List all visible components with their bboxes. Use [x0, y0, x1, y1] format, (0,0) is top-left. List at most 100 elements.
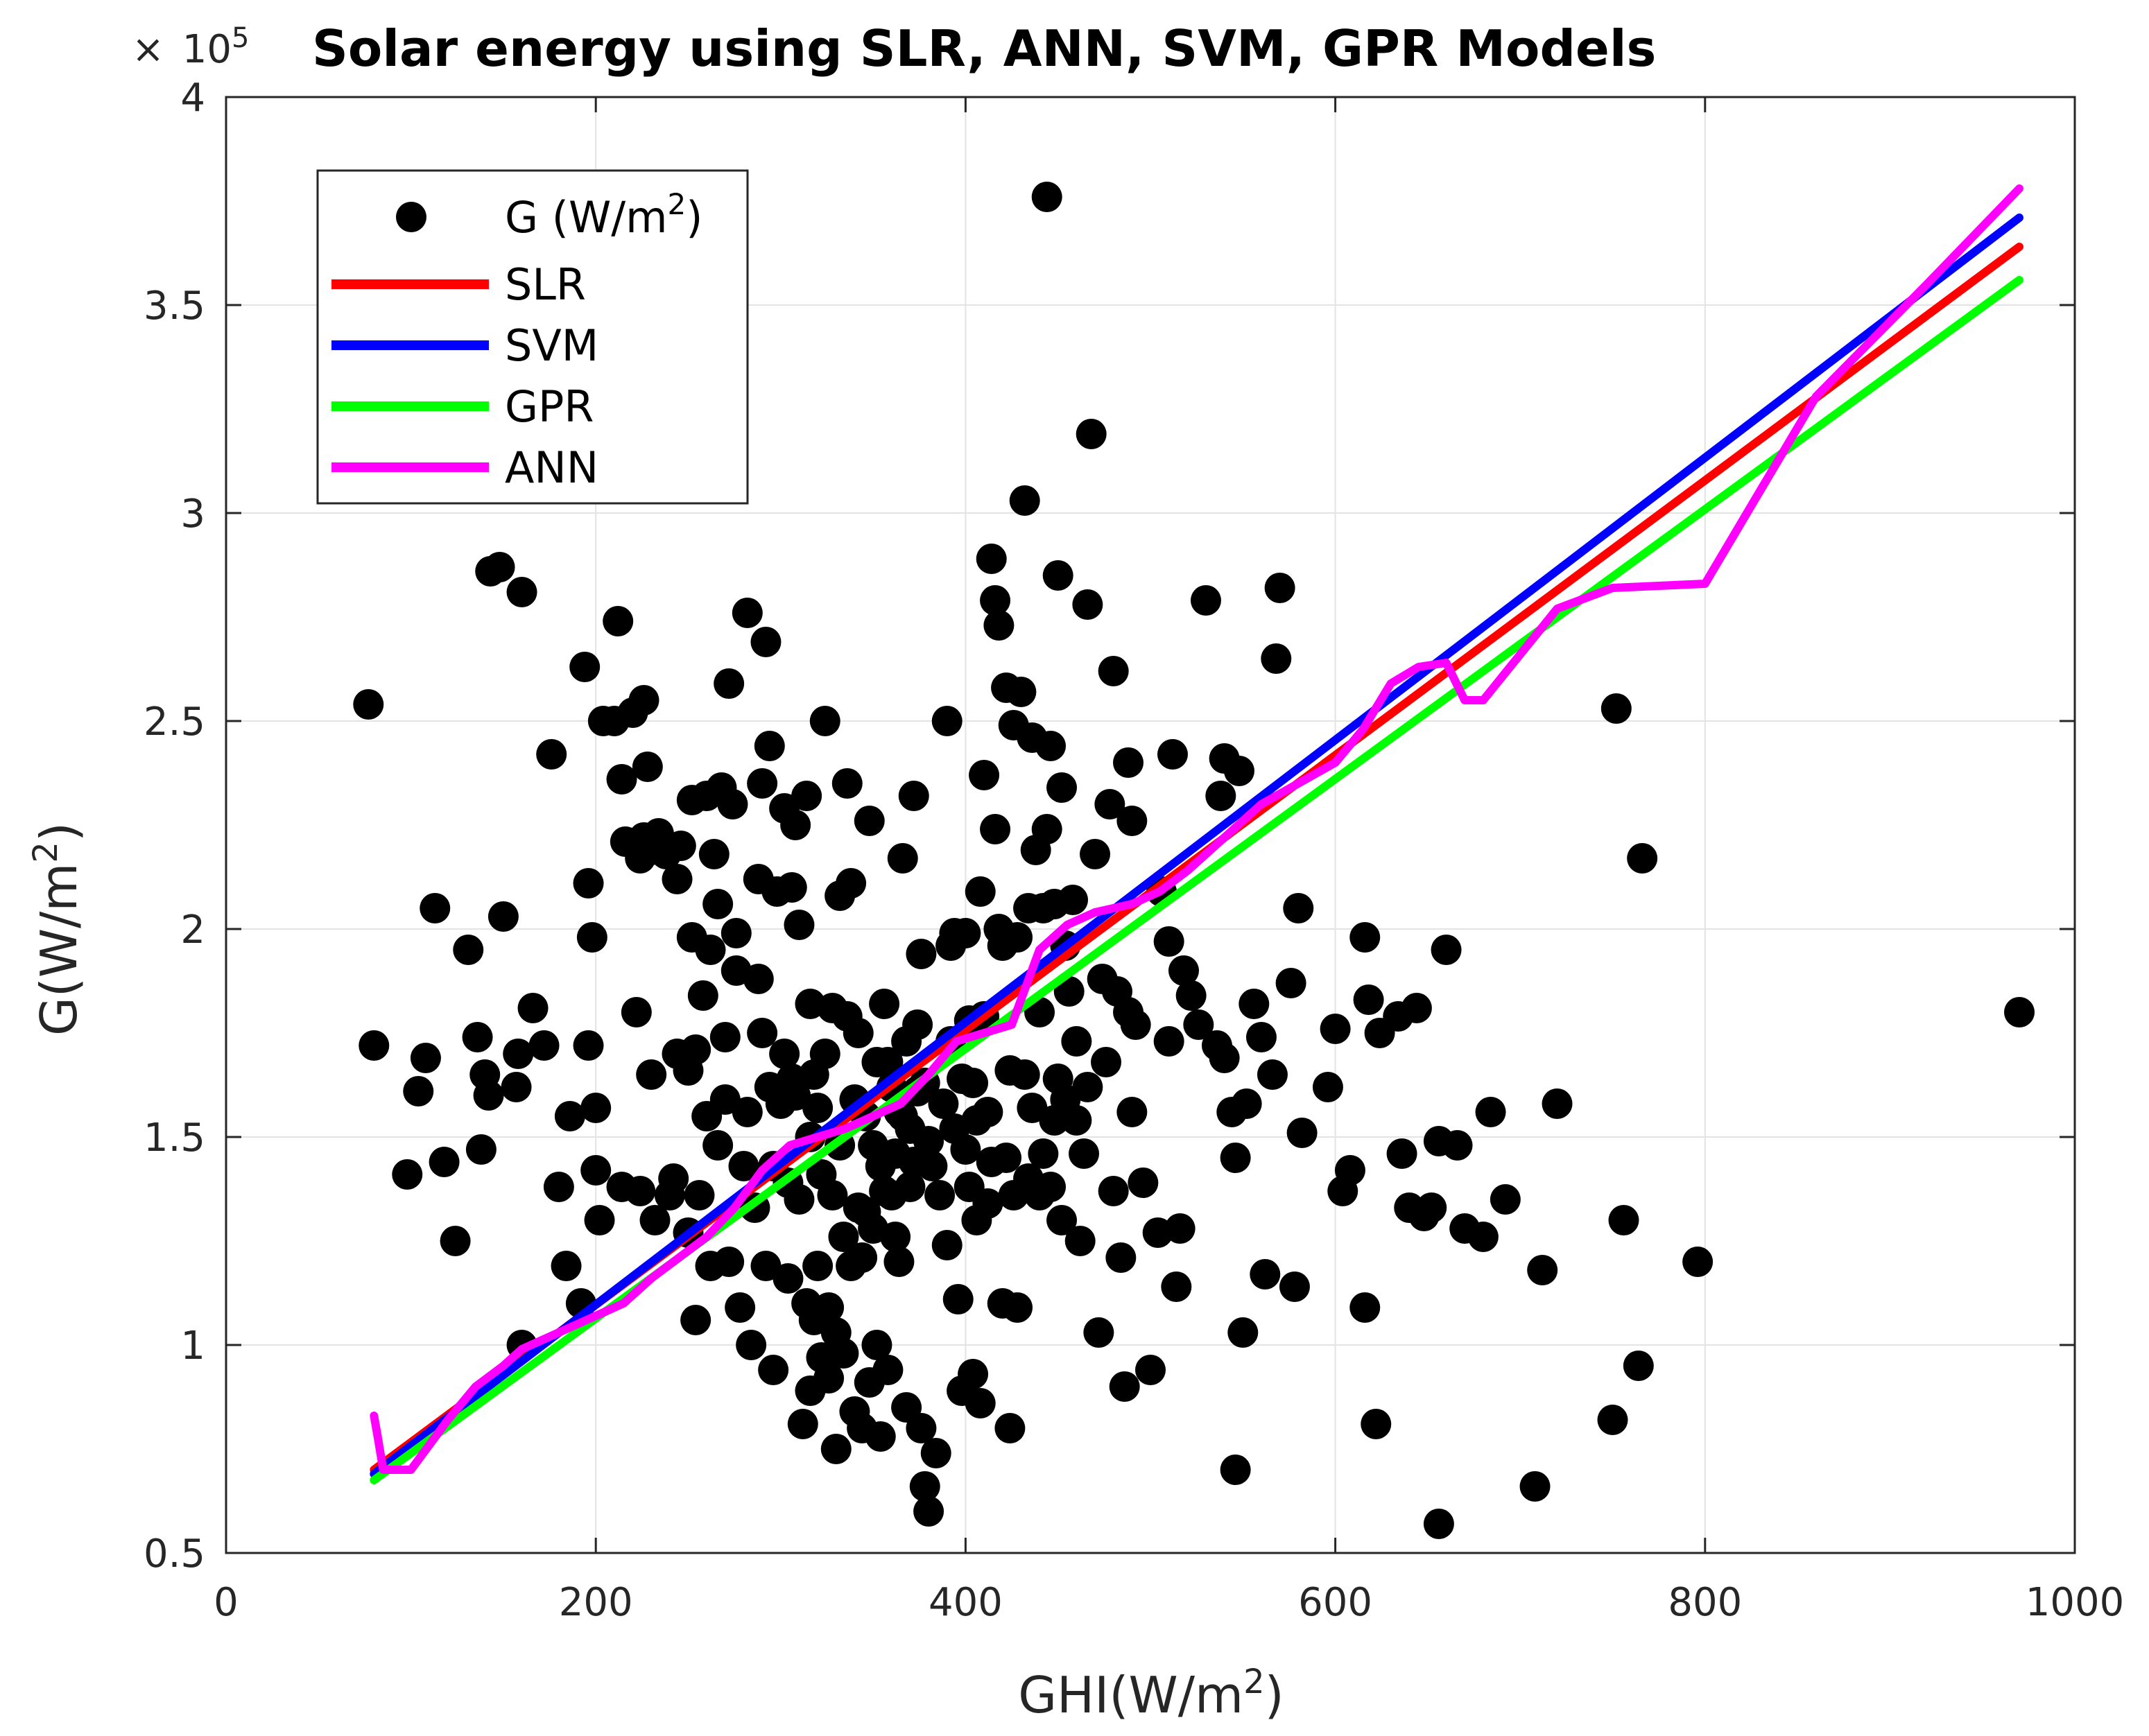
scatter-point	[2004, 997, 2035, 1027]
scatter-point	[732, 1097, 763, 1127]
scatter-point	[420, 893, 451, 923]
scatter-point	[636, 1059, 667, 1090]
scatter-point	[580, 1093, 612, 1123]
scatter-point	[965, 1388, 996, 1418]
scatter-point	[828, 1338, 859, 1369]
scatter-point	[1257, 1059, 1288, 1090]
scatter-point	[1423, 1509, 1454, 1539]
scatter-point	[695, 935, 726, 965]
x-tick-label: 200	[559, 1580, 633, 1625]
y-tick-label: 2.5	[144, 700, 205, 745]
y-tick-label: 3.5	[144, 284, 205, 329]
scatter-point	[658, 1163, 689, 1194]
scatter-point	[1416, 1192, 1447, 1223]
y-tick-label: 1.5	[144, 1116, 205, 1161]
y-tick-label: 3	[180, 492, 205, 537]
scatter-point	[1153, 926, 1184, 957]
scatter-point	[1190, 585, 1221, 616]
scatter-point	[1031, 814, 1062, 844]
scatter-point	[773, 1263, 804, 1294]
scatter-point	[1175, 980, 1207, 1011]
scatter-point	[1028, 1138, 1059, 1169]
scatter-point	[1349, 1292, 1381, 1323]
scatter-point	[517, 993, 549, 1023]
scatter-point	[720, 918, 752, 948]
scatter-point	[787, 1409, 818, 1439]
series-line-ann	[370, 184, 2023, 1474]
scatter-point	[625, 1176, 656, 1206]
scatter-point	[931, 706, 963, 736]
scatter-point	[776, 872, 807, 903]
scatter-point	[580, 1155, 612, 1186]
scatter-point	[747, 768, 778, 799]
scatter-point	[880, 1222, 911, 1252]
scatter-point	[1046, 772, 1078, 803]
scatter-point	[603, 606, 634, 636]
scatter-point	[1069, 1138, 1100, 1169]
scatter-point	[1072, 589, 1103, 620]
scatter-point	[709, 1084, 741, 1115]
scatter-point	[1161, 1271, 1192, 1302]
scatter-point	[980, 585, 1011, 616]
scatter-point	[1031, 182, 1062, 212]
scatter-point	[1205, 781, 1236, 811]
scatter-point	[972, 1188, 1003, 1219]
scatter-point	[501, 1072, 532, 1102]
scatter-point	[554, 1101, 585, 1131]
scatter-point	[1061, 1026, 1092, 1057]
scatter-point	[1083, 1317, 1114, 1348]
scatter-point	[1076, 419, 1107, 449]
scatter-point	[1009, 485, 1040, 516]
scatter-point	[1128, 1168, 1159, 1198]
scatter-point	[1320, 1014, 1351, 1044]
scatter-point	[802, 1093, 834, 1123]
scatter-point	[769, 1039, 800, 1069]
scatter-point	[813, 1292, 845, 1323]
scatter-point	[1072, 1072, 1103, 1102]
legend-label-g: G (W/m2)	[505, 187, 702, 243]
scatter-point	[1261, 643, 1292, 674]
scatter-point	[632, 752, 663, 782]
scatter-point	[665, 831, 696, 861]
scatter-point	[1623, 1351, 1654, 1381]
scatter-point	[1168, 955, 1199, 986]
x-tick-label: 1000	[2026, 1580, 2125, 1625]
scatter-point	[403, 1076, 434, 1106]
scatter-point	[714, 668, 745, 699]
scatter-point	[958, 1359, 989, 1389]
scatter-point	[887, 843, 918, 874]
legend: G (W/m2) SLR SVM GPR ANN	[316, 169, 749, 505]
legend-label-slr: SLR	[505, 259, 586, 310]
model-lines	[370, 184, 2023, 1484]
scatter-point	[1113, 747, 1144, 778]
scatter-point	[1286, 1118, 1318, 1148]
scatter-point	[680, 1305, 711, 1335]
scatter-point	[410, 1043, 441, 1073]
legend-marker-g	[396, 202, 426, 232]
y-tick-label: 0.5	[144, 1531, 205, 1577]
scatter-point	[1361, 1409, 1392, 1439]
y-tick-label: 2	[180, 908, 205, 953]
scatter-point	[1002, 1292, 1033, 1323]
scatter-point	[1312, 1072, 1343, 1102]
scatter-point	[754, 731, 785, 761]
y-tick-label: 4	[180, 76, 205, 121]
scatter-point	[994, 1413, 1026, 1443]
y-axis-label: G(W/m2)	[26, 822, 88, 1036]
scatter-point	[1080, 839, 1111, 869]
scatter-point	[1116, 806, 1148, 836]
scatter-point	[503, 1039, 534, 1069]
x-tick-label: 400	[929, 1580, 1003, 1625]
scatter-point	[802, 1251, 834, 1281]
scatter-point	[942, 1284, 974, 1314]
scatter-point	[736, 1330, 767, 1360]
scatter-point	[1334, 1155, 1365, 1186]
scatter-point	[576, 922, 607, 953]
scatter-point	[487, 901, 519, 932]
scatter-point	[543, 1172, 574, 1202]
scatter-point	[865, 1421, 896, 1452]
scatter-point	[698, 839, 730, 869]
scatter-point	[506, 577, 537, 607]
legend-label-svm: SVM	[505, 320, 598, 371]
